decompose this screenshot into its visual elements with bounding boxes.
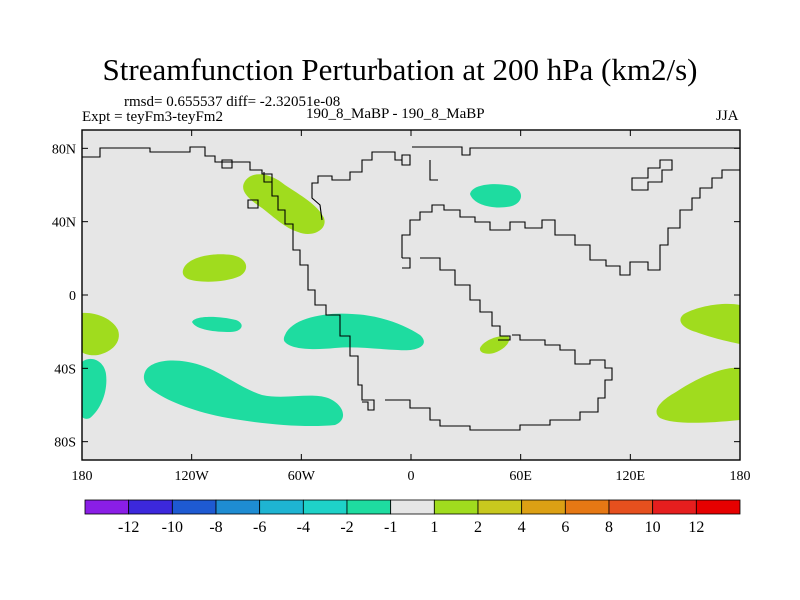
anomaly-w-europe-neg	[470, 184, 521, 208]
x-tick-label: 180	[730, 469, 751, 484]
colorbar-box	[521, 499, 566, 515]
colorbar-box	[390, 499, 435, 515]
colorbar-label: 2	[474, 519, 482, 536]
anomaly-s-pacific-neg-small	[192, 316, 242, 332]
colorbar-label: 8	[605, 519, 613, 536]
colorbar-box	[171, 499, 217, 515]
colorbar-label: 10	[645, 519, 661, 536]
colorbar-labels: -12 -10 -8 -6 -4 -2 -1 1 2 4 6 8 10 12	[118, 519, 704, 536]
anomaly-s-america-neg	[283, 313, 424, 351]
colorbar-box	[128, 499, 173, 515]
anomaly-e-pacific-pos	[182, 254, 247, 282]
x-tick-label: 60W	[288, 469, 316, 484]
y-tick-label: 0	[69, 289, 76, 304]
y-tick-label: 40S	[54, 362, 76, 377]
colorbar-box	[215, 499, 261, 515]
colorbar-label: -10	[162, 519, 183, 536]
colorbar-label: -2	[340, 519, 353, 536]
colorbar-box	[695, 499, 741, 515]
colorbar-label: 4	[518, 519, 526, 536]
colorbar-label: 6	[561, 519, 569, 536]
y-tick-label: 40N	[52, 216, 76, 231]
anomaly-s-pacific-neg-large	[143, 360, 344, 427]
runs-label: 190_8_MaBP - 190_8_MaBP	[306, 106, 485, 122]
anomaly-e-pacific-n-pos	[680, 303, 740, 344]
colorbar-box	[564, 499, 610, 515]
axes: 180 120W 60W 0 60E 120E 180 80N 40N 0 40S 80S	[52, 130, 751, 484]
anomaly-e-pacific-s-pos	[656, 367, 740, 423]
colorbar-boxes	[84, 499, 741, 515]
colorbar-box	[259, 499, 304, 515]
colorbar-box	[608, 499, 654, 515]
anomaly-n-atlantic-pos	[243, 174, 325, 235]
colorbar-box	[477, 499, 523, 515]
y-tick-label: 80S	[54, 436, 76, 451]
season-label: JJA	[716, 108, 739, 124]
colorbar-box	[346, 499, 392, 515]
colorbar-label: 12	[688, 519, 704, 536]
colorbar-label: -1	[384, 519, 397, 536]
x-tick-label: 120E	[616, 469, 646, 484]
chart-title: Streamfunction Perturbation at 200 hPa (…	[102, 52, 698, 87]
anomaly-w-edge-pos	[82, 312, 119, 356]
colorbar-box	[302, 499, 348, 515]
continent-outlines	[82, 146, 740, 431]
coast-eurasia-africa	[385, 159, 740, 431]
anomaly-layer	[82, 174, 740, 427]
colorbar-box	[84, 499, 130, 515]
x-tick-label: 180	[72, 469, 93, 484]
colorbar-label: -12	[118, 519, 139, 536]
x-tick-label: 0	[408, 469, 415, 484]
colorbar-label: 1	[430, 519, 438, 536]
x-tick-label: 120W	[175, 469, 210, 484]
stats-label: rmsd= 0.655537 diff= -2.32051e-08	[124, 94, 341, 110]
x-tick-label: 60E	[509, 469, 532, 484]
colorbar-label: -4	[297, 519, 310, 536]
colorbar-box	[652, 499, 697, 515]
colorbar-label: -8	[209, 519, 222, 536]
y-tick-label: 80N	[52, 142, 76, 157]
experiment-label: Expt = teyFm3-teyFm2	[82, 109, 223, 125]
anomaly-w-edge-neg	[82, 358, 107, 419]
coast-greenland	[221, 146, 740, 209]
colorbar-box	[433, 499, 479, 515]
coast-americas	[82, 146, 402, 411]
colorbar-label: -6	[253, 519, 266, 536]
